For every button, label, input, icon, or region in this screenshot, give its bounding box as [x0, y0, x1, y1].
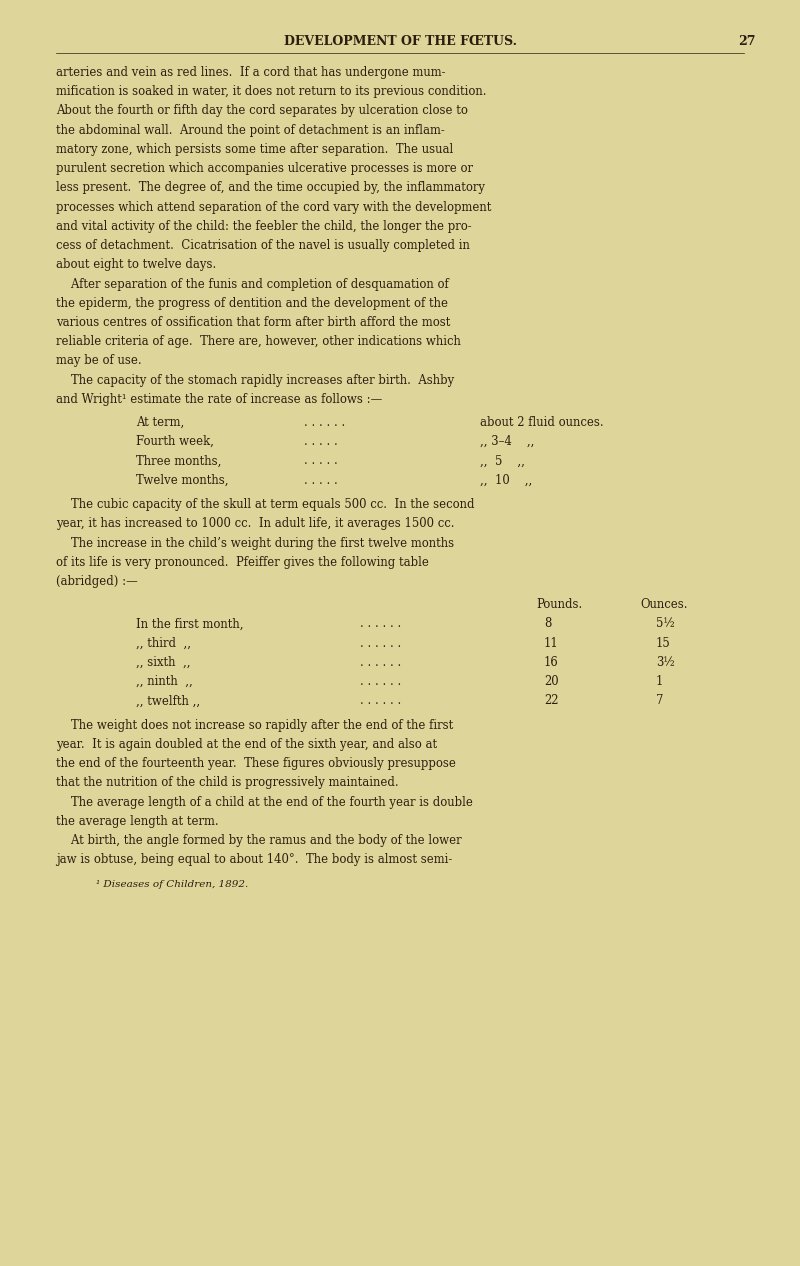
Text: various centres of ossification that form after birth afford the most: various centres of ossification that for… [56, 316, 450, 329]
Text: In the first month,: In the first month, [136, 618, 243, 630]
Text: The increase in the child’s weight during the first twelve months: The increase in the child’s weight durin… [56, 537, 454, 549]
Text: The cubic capacity of the skull at term equals 500 cc.  In the second: The cubic capacity of the skull at term … [56, 498, 474, 511]
Text: ,, twelfth ,,: ,, twelfth ,, [136, 694, 200, 708]
Text: . . . . . .: . . . . . . [304, 417, 346, 429]
Text: 22: 22 [544, 694, 558, 708]
Text: reliable criteria of age.  There are, however, other indications which: reliable criteria of age. There are, how… [56, 335, 461, 348]
Text: 8: 8 [544, 618, 551, 630]
Text: jaw is obtuse, being equal to about 140°.  The body is almost semi-: jaw is obtuse, being equal to about 140°… [56, 853, 452, 866]
Text: purulent secretion which accompanies ulcerative processes is more or: purulent secretion which accompanies ulc… [56, 162, 473, 175]
Text: year.  It is again doubled at the end of the sixth year, and also at: year. It is again doubled at the end of … [56, 738, 437, 751]
Text: Twelve months,: Twelve months, [136, 473, 229, 486]
Text: the end of the fourteenth year.  These figures obviously presuppose: the end of the fourteenth year. These fi… [56, 757, 456, 770]
Text: may be of use.: may be of use. [56, 354, 142, 367]
Text: 3½: 3½ [656, 656, 674, 668]
Text: At birth, the angle formed by the ramus and the body of the lower: At birth, the angle formed by the ramus … [56, 834, 462, 847]
Text: matory zone, which persists some time after separation.  The usual: matory zone, which persists some time af… [56, 143, 454, 156]
Text: . . . . .: . . . . . [304, 473, 338, 486]
Text: and Wright¹ estimate the rate of increase as follows :—: and Wright¹ estimate the rate of increas… [56, 392, 382, 406]
Text: processes which attend separation of the cord vary with the development: processes which attend separation of the… [56, 200, 491, 214]
Text: ,, 3–4    ,,: ,, 3–4 ,, [480, 436, 534, 448]
Text: . . . . . .: . . . . . . [360, 618, 402, 630]
Text: 1: 1 [656, 675, 663, 687]
Text: (abridged) :—: (abridged) :— [56, 575, 138, 587]
Text: 7: 7 [656, 694, 663, 708]
Text: that the nutrition of the child is progressively maintained.: that the nutrition of the child is progr… [56, 776, 398, 789]
Text: . . . . . .: . . . . . . [360, 675, 402, 687]
Text: the epiderm, the progress of dentition and the development of the: the epiderm, the progress of dentition a… [56, 296, 448, 310]
Text: the average length at term.: the average length at term. [56, 815, 218, 828]
Text: of its life is very pronounced.  Pfeiffer gives the following table: of its life is very pronounced. Pfeiffer… [56, 556, 429, 568]
Text: ¹ Diseases of Children, 1892.: ¹ Diseases of Children, 1892. [96, 880, 248, 889]
Text: the abdominal wall.  Around the point of detachment is an inflam-: the abdominal wall. Around the point of … [56, 124, 445, 137]
Text: and vital activity of the child: the feebler the child, the longer the pro-: and vital activity of the child: the fee… [56, 220, 472, 233]
Text: . . . . .: . . . . . [304, 436, 338, 448]
Text: . . . . . .: . . . . . . [360, 694, 402, 708]
Text: 11: 11 [544, 637, 558, 649]
Text: arteries and vein as red lines.  If a cord that has undergone mum-: arteries and vein as red lines. If a cor… [56, 66, 446, 78]
Text: 27: 27 [738, 35, 756, 48]
Text: Three months,: Three months, [136, 454, 222, 467]
Text: mification is soaked in water, it does not return to its previous condition.: mification is soaked in water, it does n… [56, 85, 486, 97]
Text: Pounds.: Pounds. [536, 598, 582, 611]
Text: After separation of the funis and completion of desquamation of: After separation of the funis and comple… [56, 277, 449, 290]
Text: about eight to twelve days.: about eight to twelve days. [56, 258, 216, 271]
Text: about 2 fluid ounces.: about 2 fluid ounces. [480, 417, 604, 429]
Text: ,, sixth  ,,: ,, sixth ,, [136, 656, 190, 668]
Text: less present.  The degree of, and the time occupied by, the inflammatory: less present. The degree of, and the tim… [56, 181, 485, 194]
Text: ,,  5    ,,: ,, 5 ,, [480, 454, 525, 467]
Text: . . . . . .: . . . . . . [360, 656, 402, 668]
Text: 15: 15 [656, 637, 670, 649]
Text: Ounces.: Ounces. [640, 598, 687, 611]
Text: Fourth week,: Fourth week, [136, 436, 214, 448]
Text: year, it has increased to 1000 cc.  In adult life, it averages 1500 cc.: year, it has increased to 1000 cc. In ad… [56, 518, 454, 530]
Text: ,,  10    ,,: ,, 10 ,, [480, 473, 532, 486]
Text: . . . . .: . . . . . [304, 454, 338, 467]
Text: DEVELOPMENT OF THE FŒTUS.: DEVELOPMENT OF THE FŒTUS. [283, 35, 517, 48]
Text: At term,: At term, [136, 417, 184, 429]
Text: ,, ninth  ,,: ,, ninth ,, [136, 675, 193, 687]
Text: 20: 20 [544, 675, 558, 687]
Text: About the fourth or fifth day the cord separates by ulceration close to: About the fourth or fifth day the cord s… [56, 104, 468, 118]
Text: cess of detachment.  Cicatrisation of the navel is usually completed in: cess of detachment. Cicatrisation of the… [56, 239, 470, 252]
Text: The average length of a child at the end of the fourth year is double: The average length of a child at the end… [56, 795, 473, 809]
Text: The weight does not increase so rapidly after the end of the first: The weight does not increase so rapidly … [56, 719, 454, 732]
Text: 16: 16 [544, 656, 558, 668]
Text: . . . . . .: . . . . . . [360, 637, 402, 649]
Text: The capacity of the stomach rapidly increases after birth.  Ashby: The capacity of the stomach rapidly incr… [56, 373, 454, 386]
Text: 5½: 5½ [656, 618, 674, 630]
Text: ,, third  ,,: ,, third ,, [136, 637, 191, 649]
